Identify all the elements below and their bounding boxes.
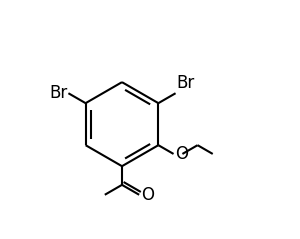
Text: Br: Br — [177, 74, 195, 92]
Text: Br: Br — [49, 84, 67, 102]
Text: O: O — [141, 186, 154, 204]
Text: O: O — [175, 145, 188, 163]
